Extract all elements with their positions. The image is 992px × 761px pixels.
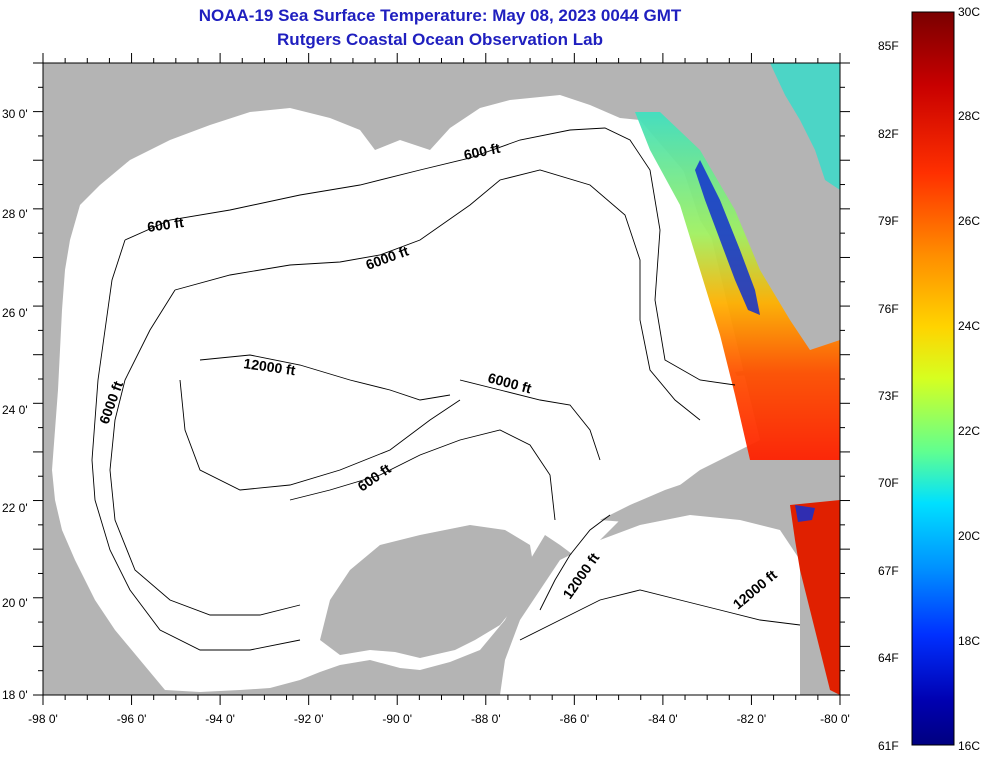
contour-600ft bbox=[124, 127, 736, 386]
celsius-label: 18C bbox=[958, 634, 980, 648]
fahrenheit-label: 73F bbox=[878, 389, 899, 403]
longitude-ticks bbox=[33, 53, 850, 705]
sst-swath-north bbox=[635, 112, 840, 460]
lon-label: -84 0' bbox=[648, 712, 678, 726]
contour-12000ft-south bbox=[179, 379, 461, 491]
lon-label: -82 0' bbox=[737, 712, 767, 726]
lon-label: -96 0' bbox=[117, 712, 147, 726]
sst-swath-florida-east bbox=[770, 63, 840, 190]
contour-600ft-south bbox=[289, 429, 556, 521]
lon-label: -94 0' bbox=[205, 712, 235, 726]
lat-label: 18 0' bbox=[2, 688, 28, 702]
celsius-label: 28C bbox=[958, 109, 980, 123]
lat-label: 20 0' bbox=[2, 596, 28, 610]
fahrenheit-label: 85F bbox=[878, 39, 899, 53]
lon-label: -90 0' bbox=[382, 712, 412, 726]
florida-peninsula bbox=[640, 63, 840, 360]
sst-swath-caribbean bbox=[790, 500, 840, 695]
celsius-label: 26C bbox=[958, 214, 980, 228]
colorbar-fahrenheit-labels: 85F 82F 79F 76F 73F 70F 67F 64F 61F bbox=[878, 39, 899, 753]
yucatan-peninsula bbox=[320, 525, 535, 658]
gulf-water bbox=[52, 95, 760, 692]
contour-label: 12000 ft bbox=[243, 355, 297, 378]
fahrenheit-label: 64F bbox=[878, 651, 899, 665]
lat-label: 26 0' bbox=[2, 306, 28, 320]
celsius-label: 16C bbox=[958, 739, 980, 753]
contour-6000ft bbox=[174, 169, 701, 421]
lon-label: -88 0' bbox=[471, 712, 501, 726]
contour-12000ft-caribbean bbox=[519, 589, 801, 641]
fahrenheit-label: 61F bbox=[878, 739, 899, 753]
latitude-labels: 30 0' 28 0' 26 0' 24 0' 22 0' 20 0' 18 0… bbox=[2, 107, 28, 702]
contour-6000ft-west bbox=[109, 289, 301, 616]
depth-contours bbox=[91, 127, 801, 651]
celsius-label: 24C bbox=[958, 319, 980, 333]
lat-label: 28 0' bbox=[2, 207, 28, 221]
lon-label: -92 0' bbox=[294, 712, 324, 726]
celsius-label: 22C bbox=[958, 424, 980, 438]
lon-label: -98 0' bbox=[28, 712, 58, 726]
cuba-island bbox=[600, 468, 835, 522]
fahrenheit-label: 79F bbox=[878, 214, 899, 228]
celsius-label: 20C bbox=[958, 529, 980, 543]
contour-6000ft-east bbox=[459, 379, 601, 461]
lat-label: 30 0' bbox=[2, 107, 28, 121]
fahrenheit-label: 67F bbox=[878, 564, 899, 578]
colorbar-celsius-labels: 30C 28C 26C 24C 22C 20C 18C 16C bbox=[958, 5, 980, 753]
lon-label: -86 0' bbox=[559, 712, 589, 726]
temperature-colorbar bbox=[911, 11, 955, 746]
celsius-label: 30C bbox=[958, 5, 980, 19]
map-subtitle: Rutgers Coastal Ocean Observation Lab bbox=[277, 30, 603, 49]
lat-label: 22 0' bbox=[2, 501, 28, 515]
contour-label: 600 ft bbox=[146, 214, 185, 235]
cold-coastal-patch bbox=[695, 160, 760, 315]
contour-600ft-west bbox=[91, 239, 301, 651]
caribbean-water bbox=[500, 515, 800, 695]
longitude-labels: -98 0' -96 0' -94 0' -92 0' -90 0' -88 0… bbox=[28, 712, 850, 726]
lon-label: -80 0' bbox=[820, 712, 850, 726]
fahrenheit-label: 76F bbox=[878, 302, 899, 316]
lat-label: 24 0' bbox=[2, 403, 28, 417]
cold-patch-caribbean bbox=[795, 505, 815, 522]
contour-label: 600 ft bbox=[462, 140, 501, 163]
fahrenheit-label: 70F bbox=[878, 476, 899, 490]
contour-12000ft-channel bbox=[539, 514, 611, 611]
map-title: NOAA-19 Sea Surface Temperature: May 08,… bbox=[198, 6, 682, 25]
fahrenheit-label: 82F bbox=[878, 127, 899, 141]
contour-12000ft bbox=[199, 354, 451, 401]
